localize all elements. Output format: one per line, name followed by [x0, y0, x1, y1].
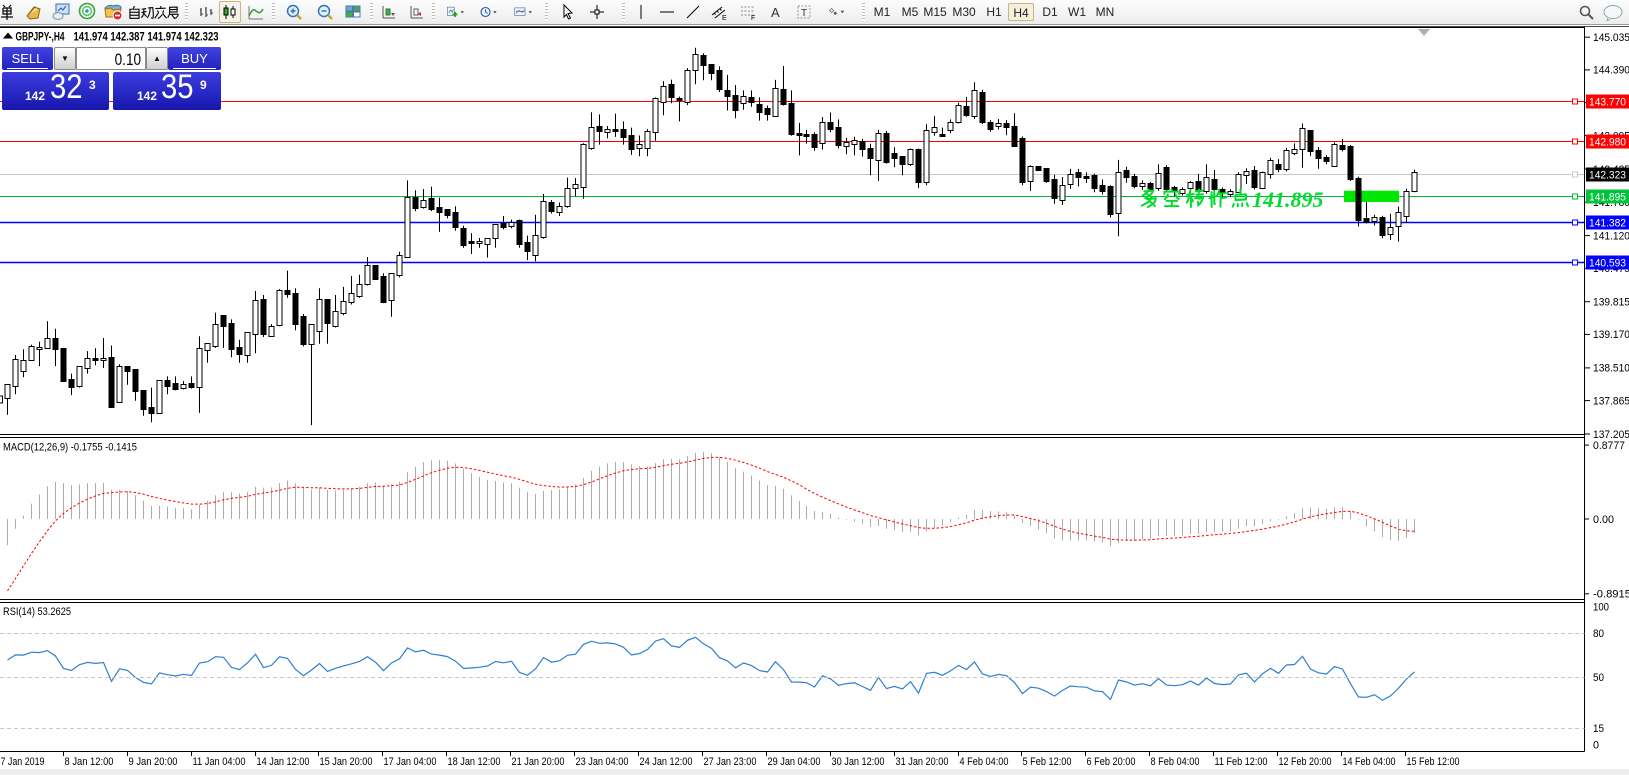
svg-text:-0.8915: -0.8915 — [1593, 589, 1629, 601]
svg-text:4 Feb 04:00: 4 Feb 04:00 — [960, 756, 1009, 768]
svg-text:142.323: 142.323 — [1589, 169, 1626, 181]
svg-text:GBPJPY-,H4: GBPJPY-,H4 — [16, 30, 65, 44]
svg-text:144.390: 144.390 — [1593, 65, 1629, 77]
svg-text:141.120: 141.120 — [1593, 230, 1629, 242]
svg-text:14 Feb 04:00: 14 Feb 04:00 — [1343, 756, 1396, 768]
svg-text:17 Jan 04:00: 17 Jan 04:00 — [384, 756, 437, 768]
svg-text:MACD(12,26,9) -0.1755 -0.1415: MACD(12,26,9) -0.1755 -0.1415 — [3, 442, 137, 454]
svg-text:11 Feb 12:00: 11 Feb 12:00 — [1215, 756, 1268, 768]
svg-text:F: F — [751, 15, 755, 21]
svg-text:137.865: 137.865 — [1593, 395, 1629, 407]
svg-text:27 Jan 23:00: 27 Jan 23:00 — [704, 756, 757, 768]
svg-text:8 Feb 04:00: 8 Feb 04:00 — [1151, 756, 1200, 768]
svg-text:141.895: 141.895 — [1252, 187, 1324, 212]
svg-text:145.035: 145.035 — [1593, 32, 1629, 44]
svg-text:11 Jan 04:00: 11 Jan 04:00 — [193, 756, 246, 768]
svg-text:0.00: 0.00 — [1593, 514, 1614, 526]
svg-text:137.205: 137.205 — [1593, 429, 1629, 441]
svg-text:0.8777: 0.8777 — [1593, 440, 1625, 452]
svg-text:A: A — [771, 5, 780, 20]
svg-text:143.770: 143.770 — [1589, 96, 1626, 108]
svg-text:142.980: 142.980 — [1589, 136, 1626, 148]
svg-text:139.170: 139.170 — [1593, 329, 1629, 341]
svg-text:23 Jan 04:00: 23 Jan 04:00 — [576, 756, 629, 768]
svg-text:29 Jan 04:00: 29 Jan 04:00 — [768, 756, 821, 768]
svg-text:141.382: 141.382 — [1589, 217, 1626, 229]
svg-text:31 Jan 20:00: 31 Jan 20:00 — [896, 756, 949, 768]
svg-text:9 Jan 20:00: 9 Jan 20:00 — [129, 756, 178, 768]
svg-text:7 Jan 2019: 7 Jan 2019 — [1, 756, 45, 768]
svg-text:15 Jan 20:00: 15 Jan 20:00 — [320, 756, 373, 768]
svg-text:E: E — [722, 15, 727, 21]
svg-text:15 Feb 12:00: 15 Feb 12:00 — [1407, 756, 1460, 768]
svg-text:50: 50 — [1593, 672, 1604, 684]
svg-text:141.974 142.387 141.974 142.32: 141.974 142.387 141.974 142.323 — [74, 30, 219, 44]
svg-text:80: 80 — [1593, 628, 1604, 640]
svg-text:T: T — [801, 8, 807, 19]
svg-text:24 Jan 12:00: 24 Jan 12:00 — [640, 756, 693, 768]
svg-text:140.593: 140.593 — [1589, 257, 1626, 269]
svg-text:0: 0 — [1593, 740, 1599, 752]
svg-text:12 Feb 20:00: 12 Feb 20:00 — [1279, 756, 1332, 768]
svg-text:30 Jan 12:00: 30 Jan 12:00 — [832, 756, 885, 768]
svg-text:5 Feb 12:00: 5 Feb 12:00 — [1023, 756, 1072, 768]
svg-text:141.895: 141.895 — [1589, 191, 1626, 203]
svg-text:100: 100 — [1593, 601, 1609, 613]
svg-text:18 Jan 12:00: 18 Jan 12:00 — [448, 756, 501, 768]
svg-text:21 Jan 20:00: 21 Jan 20:00 — [512, 756, 565, 768]
svg-text:14 Jan 12:00: 14 Jan 12:00 — [257, 756, 310, 768]
svg-text:139.815: 139.815 — [1593, 297, 1629, 309]
svg-text:15: 15 — [1593, 723, 1604, 735]
svg-text:138.510: 138.510 — [1593, 363, 1629, 375]
svg-text:8 Jan 12:00: 8 Jan 12:00 — [65, 756, 114, 768]
svg-text:RSI(14) 53.2625: RSI(14) 53.2625 — [3, 606, 71, 618]
svg-text:6 Feb 20:00: 6 Feb 20:00 — [1087, 756, 1136, 768]
